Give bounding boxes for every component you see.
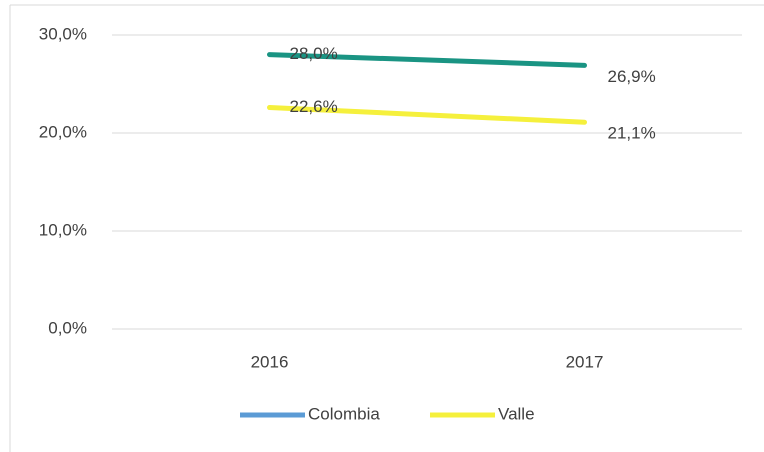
data-label: 28,0% — [290, 44, 338, 63]
y-tick-label: 30,0% — [39, 24, 87, 43]
legend-label: Colombia — [308, 404, 380, 423]
series-line — [267, 52, 587, 68]
data-label: 21,1% — [608, 124, 656, 143]
x-tick-label: 2017 — [566, 352, 604, 371]
data-label: 22,6% — [290, 97, 338, 116]
x-tick-label: 2016 — [251, 352, 289, 371]
y-tick-label: 20,0% — [39, 122, 87, 141]
y-tick-label: 0,0% — [48, 318, 87, 337]
legend-label: Valle — [498, 404, 535, 423]
data-label: 26,9% — [608, 67, 656, 86]
series-line — [267, 105, 587, 125]
y-tick-label: 10,0% — [39, 220, 87, 239]
